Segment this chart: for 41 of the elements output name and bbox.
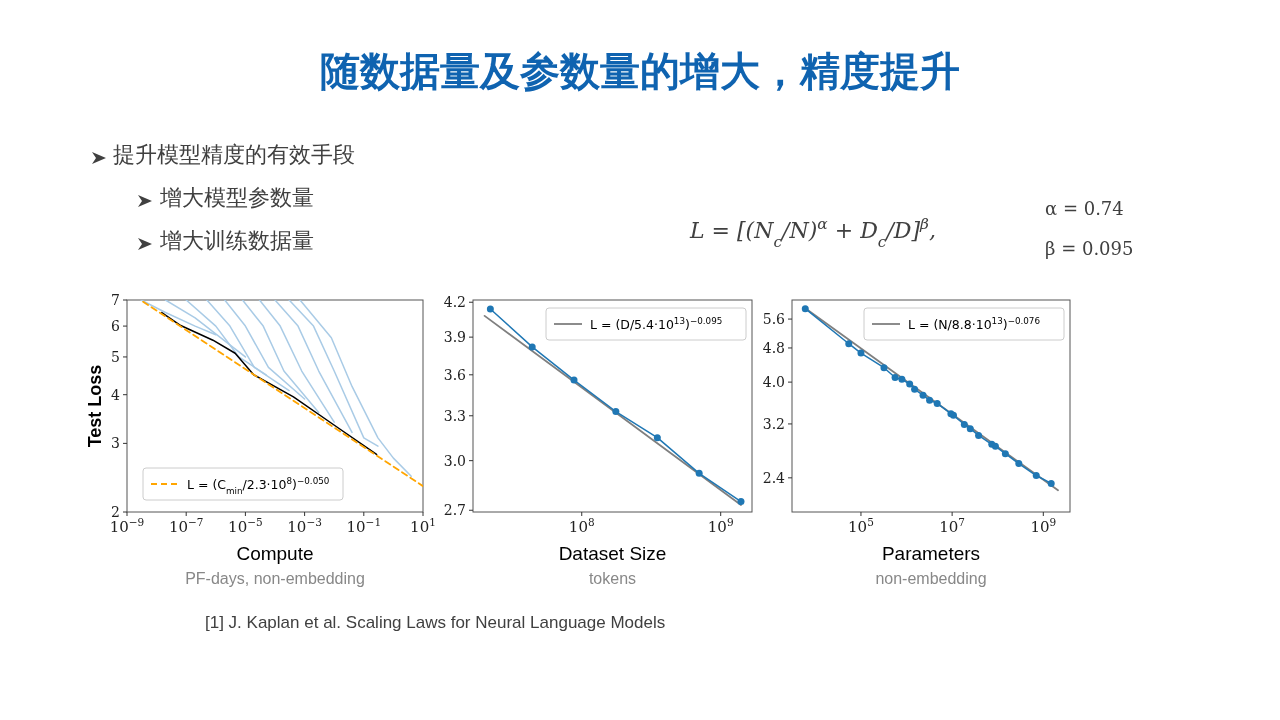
x-tick-label: 10$^{−7}$ bbox=[168, 516, 204, 536]
y-tick-label: 3 bbox=[111, 435, 120, 452]
text: β = 0.095 bbox=[1045, 238, 1134, 259]
x-tick-label: 10$^{−1}$ bbox=[346, 516, 382, 536]
text: 增大训练数据量 bbox=[159, 228, 314, 253]
text: L = [(N$_{c}$/N)$^{α}$ + D$_{c}$/D]$^{β}$, bbox=[690, 215, 936, 251]
text: 增大模型参数量 bbox=[159, 185, 314, 210]
x-tick-label: 10$^{7}$ bbox=[939, 516, 966, 536]
text: 提升模型精度的有效手段 bbox=[113, 142, 355, 167]
y-tick-label: 6 bbox=[111, 318, 121, 335]
y-axis-title: Test Loss bbox=[85, 364, 105, 448]
y-tick-label: 4.2 bbox=[443, 294, 466, 311]
x-tick-label: 10$^{8}$ bbox=[568, 516, 595, 536]
x-axis-title: Dataset Size tokens bbox=[558, 543, 667, 587]
y-tick-label: 4.0 bbox=[762, 374, 785, 391]
x-axis-title: Compute PF-days, non-embedding bbox=[185, 543, 365, 587]
y-tick-label: 2.4 bbox=[762, 469, 786, 486]
x-tick-label: 10$^{9}$ bbox=[1030, 516, 1057, 536]
text: α = 0.74 bbox=[1045, 198, 1124, 219]
x-tick-label: 10$^{5}$ bbox=[848, 516, 874, 536]
legend-label: L = (C$_{min}$/2.3·10$^{8}$)$^{−0.050}$ bbox=[187, 476, 330, 496]
x-axis-title: Parameters non-embedding bbox=[875, 543, 987, 587]
text: [1] J. Kaplan et al. Scaling Laws for Neural Language Models bbox=[205, 613, 666, 632]
y-tick-label: 2.7 bbox=[443, 502, 466, 519]
x-tick-label: 10$^{9}$ bbox=[707, 516, 734, 536]
y-tick-label: 3.9 bbox=[443, 329, 466, 346]
x-tick-label: 10$^{−3}$ bbox=[287, 516, 322, 536]
y-tick-label: 7 bbox=[111, 292, 120, 308]
y-tick-label: 5.6 bbox=[762, 311, 786, 328]
x-tick-label: 10$^{−5}$ bbox=[228, 516, 263, 536]
y-tick-label: 3.3 bbox=[443, 407, 466, 424]
y-tick-label: 3.6 bbox=[443, 366, 467, 383]
y-tick-label: 5 bbox=[111, 348, 120, 365]
text: 随数据量及参数量的增大，精度提升 bbox=[320, 48, 960, 94]
y-tick-label: 3.0 bbox=[443, 452, 466, 469]
y-tick-label: 3.2 bbox=[762, 415, 785, 432]
x-tick-label: 10$^{1}$ bbox=[410, 516, 436, 536]
y-tick-label: 4 bbox=[111, 386, 121, 403]
y-tick-label: 4.8 bbox=[762, 339, 785, 356]
legend-label: L = (N/8.8·10$^{13}$)$^{−0.076}$ bbox=[908, 316, 1041, 332]
legend-label: L = (D/5.4·10$^{13}$)$^{−0.095}$ bbox=[590, 316, 723, 332]
